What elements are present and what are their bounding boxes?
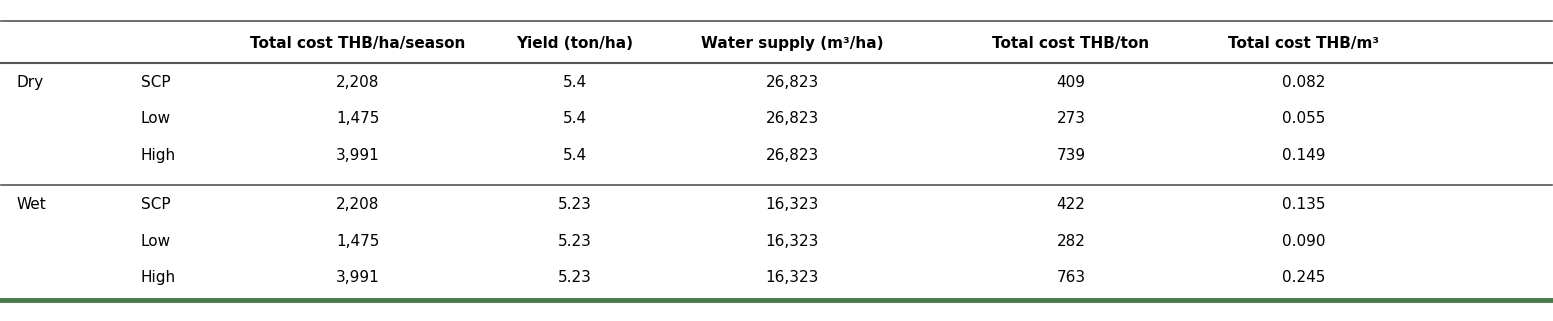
Text: 3,991: 3,991 [335,271,380,285]
Text: SCP: SCP [141,75,171,90]
Text: 763: 763 [1056,271,1086,285]
Text: 26,823: 26,823 [766,75,818,90]
Text: 5.23: 5.23 [558,234,592,249]
Text: 5.23: 5.23 [558,271,592,285]
Text: 739: 739 [1056,148,1086,163]
Text: Total cost THB/m³: Total cost THB/m³ [1228,36,1379,50]
Text: 0.149: 0.149 [1281,148,1325,163]
Text: Low: Low [141,234,171,249]
Text: 0.090: 0.090 [1281,234,1325,249]
Text: 0.082: 0.082 [1281,75,1325,90]
Text: Low: Low [141,111,171,126]
Text: 1,475: 1,475 [337,111,379,126]
Text: Wet: Wet [17,197,47,212]
Text: 16,323: 16,323 [766,197,818,212]
Text: 2,208: 2,208 [337,197,379,212]
Text: 0.055: 0.055 [1281,111,1325,126]
Text: 5.4: 5.4 [562,75,587,90]
Text: Dry: Dry [17,75,43,90]
Text: 0.135: 0.135 [1281,197,1325,212]
Text: SCP: SCP [141,197,171,212]
Text: 422: 422 [1056,197,1086,212]
Text: 1,475: 1,475 [337,234,379,249]
Text: Total cost THB/ton: Total cost THB/ton [992,36,1149,50]
Text: 409: 409 [1056,75,1086,90]
Text: 5.4: 5.4 [562,148,587,163]
Text: 16,323: 16,323 [766,271,818,285]
Text: 5.4: 5.4 [562,111,587,126]
Text: 26,823: 26,823 [766,111,818,126]
Text: 5.23: 5.23 [558,197,592,212]
Text: 0.245: 0.245 [1281,271,1325,285]
Text: Yield (ton/ha): Yield (ton/ha) [517,36,634,50]
Text: 282: 282 [1056,234,1086,249]
Text: Water supply (m³/ha): Water supply (m³/ha) [700,36,884,50]
Text: High: High [141,148,175,163]
Text: 273: 273 [1056,111,1086,126]
Text: 16,323: 16,323 [766,234,818,249]
Text: 3,991: 3,991 [335,148,380,163]
Text: 2,208: 2,208 [337,75,379,90]
Text: 26,823: 26,823 [766,148,818,163]
Text: High: High [141,271,175,285]
Text: Total cost THB/ha/season: Total cost THB/ha/season [250,36,466,50]
